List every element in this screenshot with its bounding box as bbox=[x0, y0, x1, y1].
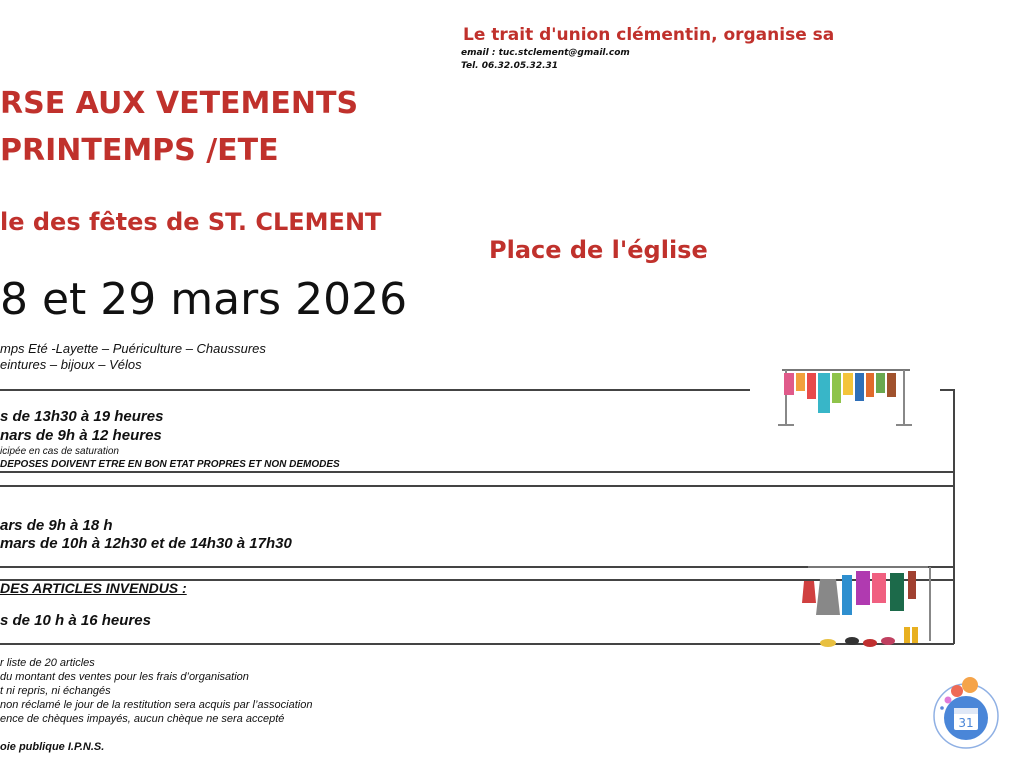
rule: r liste de 20 articles bbox=[0, 657, 95, 669]
categories-2: eintures – bijoux – Vélos bbox=[0, 357, 142, 372]
rule: non réclamé le jour de la restitution se… bbox=[0, 699, 313, 711]
title-line1: RSE AUX VETEMENTS bbox=[0, 86, 359, 121]
sale-line2: mars de 10h à 12h30 et de 14h30 à 17h30 bbox=[0, 535, 292, 552]
divider bbox=[0, 389, 750, 391]
return-heading: DES ARTICLES INVENDUS : bbox=[0, 580, 187, 596]
divider bbox=[0, 643, 954, 645]
rule: du montant des ventes pour les frais d’o… bbox=[0, 671, 249, 683]
dates: 8 et 29 mars 2026 bbox=[0, 274, 408, 325]
divider bbox=[0, 566, 954, 568]
venue: le des fêtes de ST. CLEMENT bbox=[0, 208, 382, 236]
sale-line1: ars de 9h à 18 h bbox=[0, 517, 113, 534]
deposit-warning: DEPOSES DOIVENT ETRE EN BON ETAT PROPRES… bbox=[0, 459, 340, 470]
divider bbox=[0, 471, 954, 473]
clothes-rack-image bbox=[778, 369, 912, 426]
deposit-note: icipée en cas de saturation bbox=[0, 446, 119, 457]
divider bbox=[0, 485, 954, 487]
categories-1: mps Eté -Layette – Puériculture – Chauss… bbox=[0, 341, 266, 356]
place: Place de l'église bbox=[489, 236, 708, 264]
calendar-app-icon[interactable]: 31 bbox=[928, 674, 1002, 752]
calendar-day: 31 bbox=[958, 716, 973, 730]
clothes-shoes-image bbox=[802, 566, 931, 647]
phone: Tel. 06.32.05.32.31 bbox=[461, 61, 559, 71]
return-line1: s de 10 h à 16 heures bbox=[0, 612, 151, 629]
rule: t ni repris, ni échangés bbox=[0, 685, 111, 697]
title-line2: PRINTEMPS /ETE bbox=[0, 133, 279, 168]
divider bbox=[0, 579, 954, 581]
deposit-line2: nars de 9h à 12 heures bbox=[0, 427, 162, 444]
organizer-line: Le trait d'union clémentin, organise sa bbox=[463, 25, 835, 45]
rule: ence de chèques impayés, aucun chèque ne… bbox=[0, 713, 285, 725]
deposit-line1: s de 13h30 à 19 heures bbox=[0, 408, 164, 425]
frame-edge bbox=[953, 389, 955, 644]
email: email : tuc.stclement@gmail.com bbox=[461, 48, 630, 58]
footer-ipns: oie publique I.P.N.S. bbox=[0, 741, 105, 753]
divider bbox=[940, 389, 954, 391]
